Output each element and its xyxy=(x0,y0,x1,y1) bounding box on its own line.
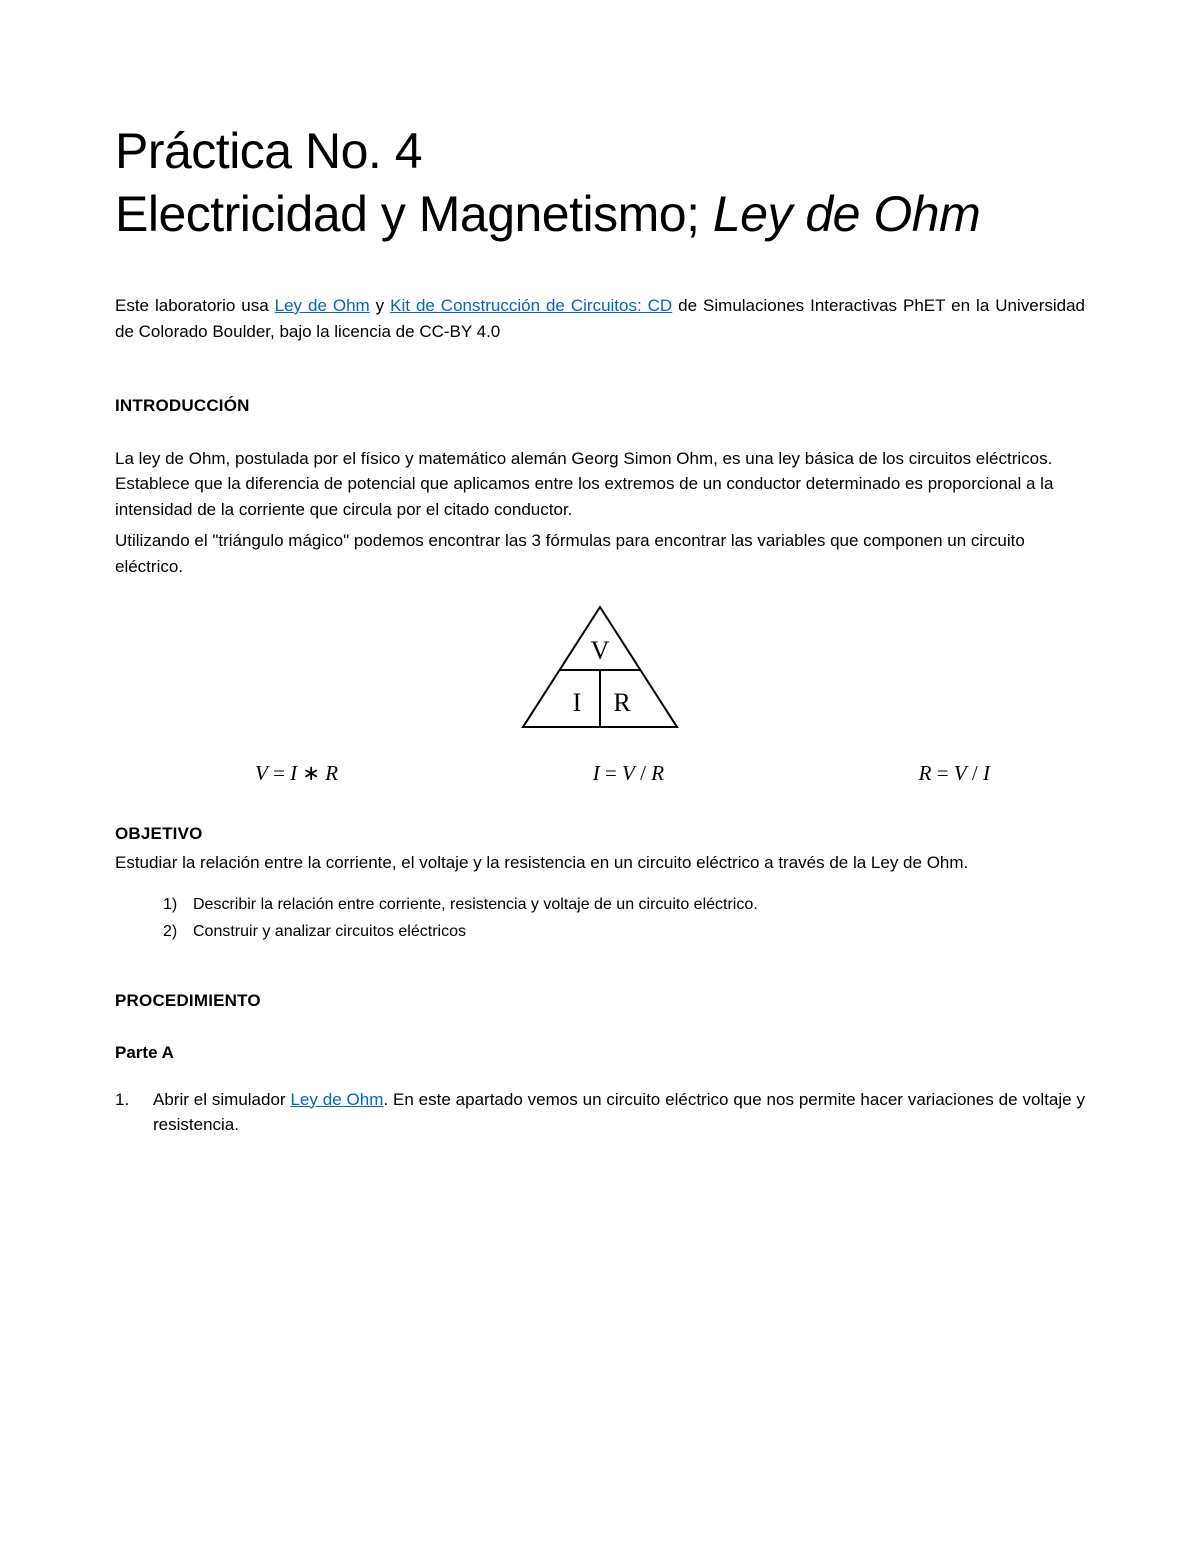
page-title: Práctica No. 4 Electricidad y Magnetismo… xyxy=(115,120,1085,245)
triangle-icon: V I R xyxy=(515,601,685,733)
heading-parte-a: Parte A xyxy=(115,1041,1085,1065)
objetivo-item-2: 2)Construir y analizar circuitos eléctri… xyxy=(163,920,1085,945)
ohm-triangle-diagram: V I R xyxy=(115,601,1085,740)
triangle-label-i: I xyxy=(573,688,582,717)
proc-step-1-pre: Abrir el simulador xyxy=(153,1090,290,1109)
intro-paragraph: Este laboratorio usa Ley de Ohm y Kit de… xyxy=(115,293,1085,344)
objetivo-item-1: 1)Describir la relación entre corriente,… xyxy=(163,893,1085,918)
title-line1: Práctica No. 4 xyxy=(115,123,422,179)
heading-introduccion: INTRODUCCIÓN xyxy=(115,394,1085,418)
intro-p2: Utilizando el "triángulo mágico" podemos… xyxy=(115,528,1085,579)
title-line2-italic: Ley de Ohm xyxy=(713,186,980,242)
heading-objetivo: OBJETIVO xyxy=(115,822,1085,846)
objetivo-item-1-text: Describir la relación entre corriente, r… xyxy=(193,896,758,913)
procedimiento-list: 1. Abrir el simulador Ley de Ohm. En est… xyxy=(115,1087,1085,1138)
objetivo-item-2-text: Construir y analizar circuitos eléctrico… xyxy=(193,923,466,940)
title-line2-plain: Electricidad y Magnetismo; xyxy=(115,186,713,242)
link-ley-de-ohm[interactable]: Ley de Ohm xyxy=(275,296,370,315)
intro-mid1: y xyxy=(370,296,390,315)
triangle-label-r: R xyxy=(613,688,631,717)
formula-i: I = V / R xyxy=(593,759,664,788)
formula-r: R = V / I xyxy=(919,759,990,788)
objetivo-text: Estudiar la relación entre la corriente,… xyxy=(115,850,1085,876)
triangle-label-v: V xyxy=(591,636,610,665)
link-kit-circuitos[interactable]: Kit de Construcción de Circuitos: CD xyxy=(390,296,672,315)
proc-step-1: 1. Abrir el simulador Ley de Ohm. En est… xyxy=(115,1087,1085,1138)
objetivo-list: 1)Describir la relación entre corriente,… xyxy=(115,893,1085,945)
intro-pre: Este laboratorio usa xyxy=(115,296,275,315)
formula-v: V = I ∗ R xyxy=(255,759,338,788)
link-ley-de-ohm-sim[interactable]: Ley de Ohm xyxy=(290,1090,383,1109)
intro-p1: La ley de Ohm, postulada por el físico y… xyxy=(115,446,1085,523)
formulas-row: V = I ∗ R I = V / R R = V / I xyxy=(115,753,1085,794)
heading-procedimiento: PROCEDIMIENTO xyxy=(115,989,1085,1013)
